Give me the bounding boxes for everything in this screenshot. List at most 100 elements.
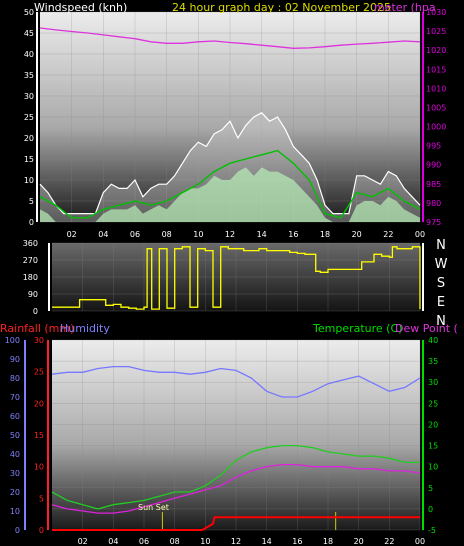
x-tick-label: 10 [200,537,210,546]
compass-label: N [436,314,446,329]
barometer-tick-label: 1025 [426,27,446,36]
x-tick-label: 22 [383,230,393,239]
average-wind-line [39,149,421,219]
barometer-tick-label: 980 [426,199,441,208]
x-tick-label: 10 [193,230,203,239]
wind-tick-label: 15 [24,155,34,164]
temperature-tick-label: 5 [428,484,433,493]
x-tick-label: 16 [292,537,302,546]
direction-tick-label: 360 [23,239,38,248]
rainfall-tick-label: 10 [34,463,44,472]
sunset-label: Sun Set [138,503,169,512]
humidity-tick-label: 10 [10,507,20,516]
dewpoint-line [51,463,421,514]
rainfall-tick-label: 25 [34,368,44,377]
barometer-tick-label: 975 [426,218,441,227]
x-tick-label: 06 [139,537,149,546]
wind-tick-label: 25 [24,113,34,122]
temperature-tick-label: 10 [428,463,438,472]
compass-label: W [435,257,448,272]
humidity-tick-label: 80 [10,374,20,383]
humidity-tick-label: 90 [10,355,20,364]
wind-tick-label: 45 [24,29,34,38]
barometer-tick-label: 1005 [426,103,446,112]
humidity-tick-label: 40 [10,450,20,459]
wind-tick-label: 5 [29,197,34,206]
compass-label: E [437,295,445,310]
temperature-title: Temperature (C) [312,322,402,335]
temperature-tick-label: 20 [428,420,438,429]
barometer-tick-label: 1015 [426,65,446,74]
rainfall-tick-label: 0 [39,526,44,535]
x-tick-label: 04 [98,230,108,239]
direction-tick-label: 0 [33,307,38,316]
humidity-tick-label: 0 [15,526,20,535]
temperature-tick-label: 30 [428,378,438,387]
pressure-line [39,27,421,49]
x-tick-label: 04 [108,537,118,546]
barometer-tick-label: 1010 [426,84,446,93]
compass-label: N [436,238,446,253]
temperature-tick-label: 35 [428,357,438,366]
barometer-title: meter (hpa [374,1,436,14]
x-tick-label: 18 [323,537,333,546]
rainfall-line [52,516,420,531]
wind-tick-label: 10 [24,176,34,185]
barometer-tick-label: 990 [426,161,441,170]
lower-panel-background [52,340,420,530]
x-tick-label: 14 [262,537,272,546]
barometer-tick-label: 995 [426,142,441,151]
temperature-tick-label: 0 [428,505,433,514]
wind-tick-label: 30 [24,92,34,101]
wind-tick-label: 50 [24,8,34,17]
chart-title: 24 hour graph day : 02 November 2025 [172,1,391,14]
humidity-tick-label: 100 [5,336,20,345]
wind-tick-label: 35 [24,71,34,80]
compass-label: S [437,276,445,291]
barometer-tick-label: 1030 [426,8,446,17]
x-tick-label: 20 [354,537,364,546]
humidity-tick-label: 70 [10,393,20,402]
x-tick-label: 02 [78,537,88,546]
x-tick-label: 00 [415,537,425,546]
x-tick-label: 08 [162,230,172,239]
gust-area [40,167,420,222]
rainfall-tick-label: 5 [39,494,44,503]
direction-tick-label: 270 [23,256,38,265]
x-tick-label: 20 [352,230,362,239]
x-tick-label: 08 [170,537,180,546]
wind-title: Windspeed (knh) [34,1,127,14]
series-layer [39,27,421,531]
windspeed-line [39,112,421,215]
wind-tick-label: 20 [24,134,34,143]
x-tick-label: 12 [225,230,235,239]
temperature-tick-label: 25 [428,399,438,408]
x-tick-label: 14 [257,230,267,239]
temperature-line [51,444,420,510]
humidity-tick-label: 20 [10,488,20,497]
x-tick-label: 18 [320,230,330,239]
wind-tick-label: 0 [29,218,34,227]
direction-tick-label: 180 [23,273,38,282]
barometer-tick-label: 985 [426,180,441,189]
rainfall-tick-label: 30 [34,336,44,345]
humidity-line [51,365,421,398]
barometer-tick-label: 1000 [426,123,446,132]
humidity-tick-label: 60 [10,412,20,421]
x-tick-label: 22 [384,537,394,546]
wind-direction-line [52,246,421,310]
rainfall-tick-label: 15 [34,431,44,440]
grid-lines [40,11,421,531]
humidity-title: Humidity [60,322,110,335]
temperature-tick-label: 15 [428,442,438,451]
temperature-tick-label: -5 [428,526,436,535]
x-tick-label: 02 [67,230,77,239]
rainfall-title: Rainfall (mm) [0,322,74,335]
x-tick-label: 06 [130,230,140,239]
x-tick-label: 16 [288,230,298,239]
temperature-tick-label: 40 [428,336,438,345]
x-tick-label: 12 [231,537,241,546]
direction-tick-label: 90 [28,290,38,299]
dewpoint-title: Dew Point ( [395,322,458,335]
